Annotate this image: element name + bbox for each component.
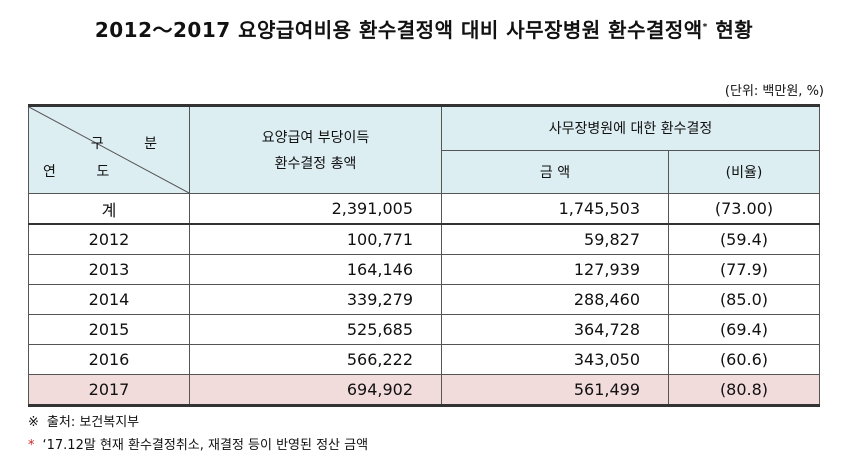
unit-label: (단위: 백만원, %) [724,84,824,99]
table-row: 2013 164,146 127,939 (77.9) [28,254,820,285]
total-recovery-cell: 694,902 [189,374,442,406]
title-footnote-mark: * [702,22,708,33]
total-recovery-cell: 525,685 [189,314,442,345]
amount-cell: 288,460 [441,284,669,315]
ratio-cell: (69.4) [668,314,820,345]
footnote-star: * [28,438,35,453]
table-row: 2012 100,771 59,827 (59.4) [28,223,820,255]
year-cell: 2012 [28,223,190,255]
amount-cell: 364,728 [441,314,669,345]
footnote: * ‘17.12말 현재 환수결정취소, 재결정 등이 반영된 정산 금액 [28,438,369,453]
ratio-cell: (80.8) [668,374,820,406]
amount-cell: 1,745,503 [441,193,669,225]
amount-cell: 561,499 [441,374,669,406]
table-row: 2014 339,279 288,460 (85.0) [28,284,820,315]
total-recovery-cell: 2,391,005 [189,193,442,225]
diagonal-header-cell: 구 분 연 도 [28,105,190,194]
header-amount: 금 액 [441,149,669,195]
year-cell: 계 [28,193,190,225]
header-category-label: 구 분 [90,136,175,152]
year-cell: 2015 [28,314,190,345]
total-recovery-cell: 339,279 [189,284,442,315]
year-cell: 2017 [28,374,190,406]
amount-cell: 127,939 [441,254,669,285]
table-row: 2017 694,902 561,499 (80.8) [28,374,820,406]
data-table: 구 분 연 도 요양급여 부당이득 환수결정 총액 사무장병원에 대한 환수결정… [28,104,820,407]
year-cell: 2013 [28,254,190,285]
year-cell: 2014 [28,284,190,315]
ratio-cell: (85.0) [668,284,820,315]
header-ratio: (비율) [668,149,820,195]
ratio-cell: (60.6) [668,344,820,375]
source-note: ※ 출처: 보건복지부 [28,415,140,430]
page-title: 2012～2017 요양급여비용 환수결정액 대비 사무장병원 환수결정액* 현… [94,18,754,42]
amount-cell: 343,050 [441,344,669,375]
table-row: 계 2,391,005 1,745,503 (73.00) [28,193,820,225]
ratio-cell: (59.4) [668,223,820,255]
ratio-cell: (73.00) [668,193,820,225]
header-group-office-hospital: 사무장병원에 대한 환수결정 [441,105,820,151]
table-row: 2015 525,685 364,728 (69.4) [28,314,820,345]
header-year-label: 연 도 [43,164,128,180]
table-row: 2016 566,222 343,050 (60.6) [28,344,820,375]
total-recovery-cell: 100,771 [189,223,442,255]
total-recovery-cell: 566,222 [189,344,442,375]
total-recovery-cell: 164,146 [189,254,442,285]
header-total-recovery: 요양급여 부당이득 환수결정 총액 [189,105,442,194]
diagonal-line [29,107,189,193]
amount-cell: 59,827 [441,223,669,255]
year-cell: 2016 [28,344,190,375]
ratio-cell: (77.9) [668,254,820,285]
